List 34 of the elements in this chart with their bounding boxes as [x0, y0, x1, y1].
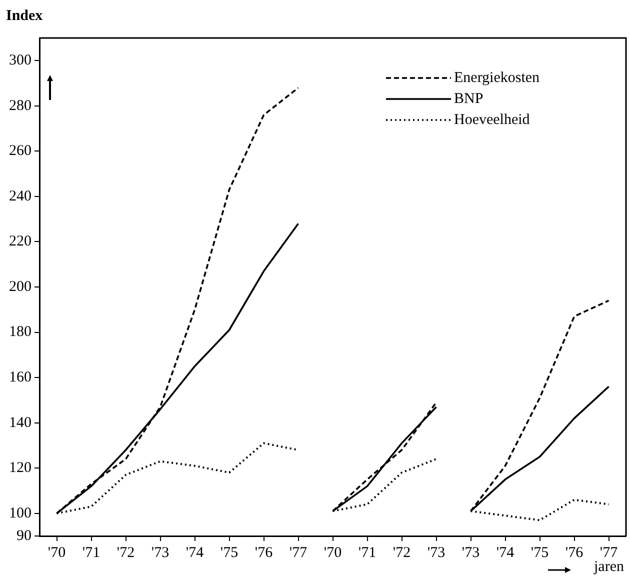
x-tick-label: '73 — [427, 544, 446, 561]
x-tick-label: '75 — [530, 544, 549, 561]
x-tick-label: '71 — [358, 544, 376, 561]
x-tick-label: '71 — [82, 544, 100, 561]
x-tick-label: '76 — [254, 544, 274, 561]
x-tick-label: '76 — [565, 544, 584, 561]
x-tick-label: '73 — [462, 544, 480, 561]
x-tick-label: '74 — [186, 544, 204, 561]
y-tick-label: 240 — [9, 188, 32, 204]
y-tick-label: 120 — [9, 460, 32, 476]
x-axis-title: jaren — [594, 559, 624, 576]
y-tick-label: 260 — [9, 143, 32, 160]
x-tick-label: '70 — [48, 544, 66, 561]
x-tick-label: '72 — [392, 544, 411, 561]
x-tick-label: '73 — [151, 544, 170, 561]
legend-label: Energiekosten — [454, 70, 540, 86]
y-tick-label: 300 — [9, 52, 32, 69]
y-tick-label: 140 — [9, 414, 32, 431]
y-tick-label: 280 — [9, 98, 32, 114]
y-tick-label: 160 — [9, 369, 32, 386]
x-tick-label: '70 — [324, 544, 342, 561]
x-tick-label: '75 — [220, 544, 238, 561]
y-axis-title: Index — [6, 8, 43, 25]
x-tick-label: '74 — [496, 544, 515, 561]
x-tick-label: '77 — [289, 544, 308, 561]
y-tick-label: 180 — [9, 324, 32, 340]
y-tick-label: 100 — [9, 505, 32, 522]
x-tick-label: '77 — [600, 544, 618, 561]
legend-label: Hoeveelheid — [454, 112, 530, 128]
y-tick-label: 90 — [16, 528, 32, 544]
y-tick-label: 220 — [9, 234, 32, 250]
y-tick-label: 200 — [9, 278, 32, 295]
x-tick-label: '72 — [116, 544, 135, 561]
legend-label: BNP — [454, 90, 484, 107]
